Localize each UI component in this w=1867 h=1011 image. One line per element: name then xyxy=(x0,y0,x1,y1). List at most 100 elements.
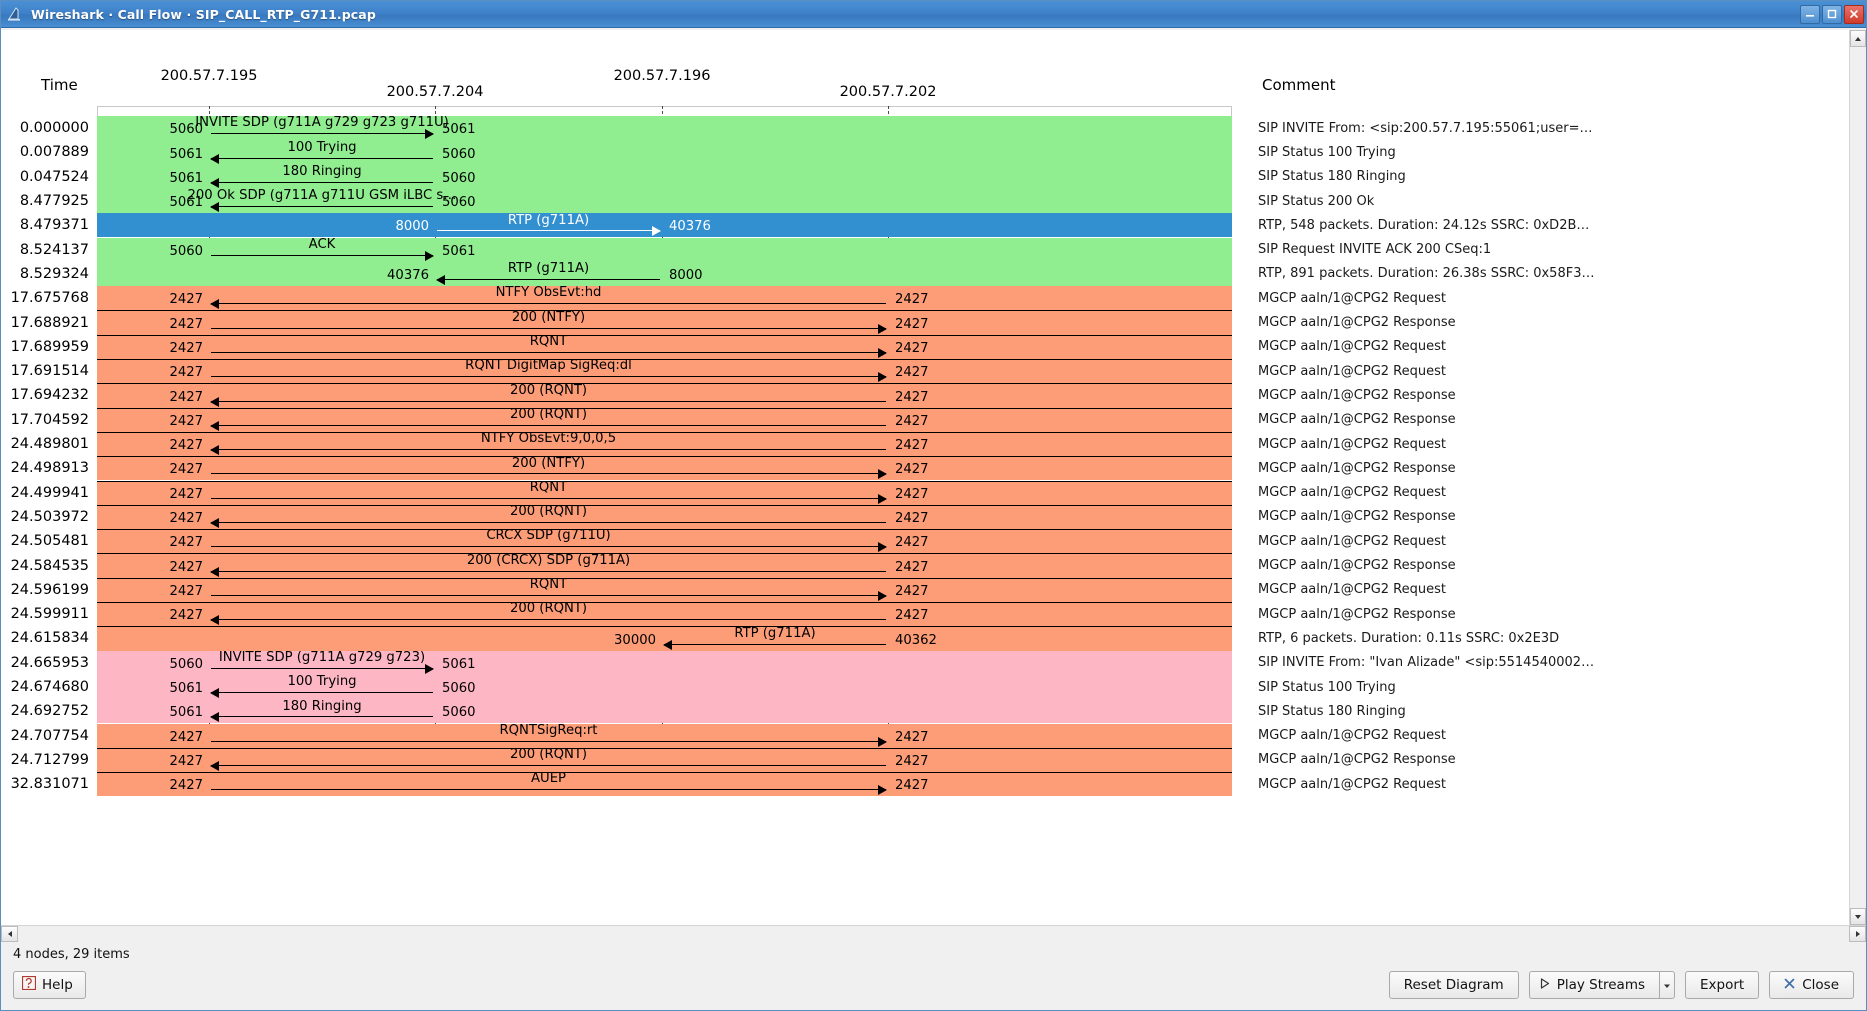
row-separator xyxy=(97,747,1232,749)
dst-port: 8000 xyxy=(669,268,703,284)
message-arrow-line xyxy=(211,206,433,208)
table-row[interactable]: 0.047524 SIP Status 180 Ringing 180 Ringin… xyxy=(1,163,1849,189)
message-arrow-head xyxy=(878,372,887,383)
table-row[interactable]: 17.689959 MGCP aaln/1@CPG2 Request RQNT 242… xyxy=(1,334,1849,359)
row-separator xyxy=(97,407,1232,409)
close-button[interactable]: Close xyxy=(1769,971,1854,999)
message-label: NTFY ObsEvt:hd xyxy=(495,285,602,301)
row-band xyxy=(97,456,1232,481)
message-arrow-line xyxy=(211,303,886,305)
table-row[interactable]: 8.479371 RTP, 548 packets. Duration: 24.1… xyxy=(1,213,1849,238)
message-arrow-head xyxy=(210,566,219,577)
table-row[interactable]: 24.505481 MGCP aaln/1@CPG2 Request CRCX SD… xyxy=(1,528,1849,554)
message-arrow-head xyxy=(210,202,219,213)
table-row[interactable]: 24.599911 MGCP aaln/1@CPG2 Response 200 (R… xyxy=(1,601,1849,627)
table-row[interactable]: 24.674680 SIP Status 100 Trying 100 Trying… xyxy=(1,674,1849,700)
diagram-top-strip xyxy=(97,106,1232,116)
table-row[interactable]: 24.665953 SIP INVITE From: "Ivan Alizade"… xyxy=(1,650,1849,675)
dst-port: 2427 xyxy=(895,559,929,575)
horizontal-scrollbar[interactable] xyxy=(1,925,1866,942)
scroll-left-arrow-icon[interactable] xyxy=(1,926,18,942)
message-arrow-line xyxy=(211,157,433,159)
table-row[interactable]: 8.477925 SIP Status 200 Ok 200 Ok SDP (g71… xyxy=(1,188,1849,214)
dst-port: 40362 xyxy=(895,632,937,648)
close-window-button[interactable] xyxy=(1844,4,1864,24)
message-label: 200 (RQNT) xyxy=(509,747,588,763)
message-arrow-line xyxy=(211,716,433,718)
message-arrow-line xyxy=(211,692,433,694)
vertical-scrollbar[interactable] xyxy=(1849,30,1866,925)
row-time: 0.007889 xyxy=(1,140,93,165)
table-row[interactable]: 17.694232 MGCP aaln/1@CPG2 Response 200 (R… xyxy=(1,382,1849,408)
row-band xyxy=(97,529,1232,554)
table-row[interactable]: 24.489801 MGCP aaln/1@CPG2 Request NTFY Ob… xyxy=(1,431,1849,457)
table-row[interactable]: 24.584535 MGCP aaln/1@CPG2 Response 200 (C… xyxy=(1,553,1849,578)
row-time: 17.704592 xyxy=(1,407,93,432)
message-arrow-head xyxy=(878,736,887,747)
scroll-up-arrow-icon[interactable] xyxy=(1850,30,1866,47)
row-comment: MGCP aaln/1@CPG2 Response xyxy=(1254,383,1839,408)
table-row[interactable]: 32.831071 MGCP aaln/1@CPG2 Request AUEP 242… xyxy=(1,771,1849,797)
message-arrow-head xyxy=(652,226,661,237)
src-port: 2427 xyxy=(169,583,203,599)
close-button-label: Close xyxy=(1802,977,1839,993)
table-row[interactable]: 24.712799 MGCP aaln/1@CPG2 Response 200 (R… xyxy=(1,747,1849,773)
table-row[interactable]: 17.688921 MGCP aaln/1@CPG2 Response 200 (N… xyxy=(1,310,1849,335)
src-port: 5060 xyxy=(169,656,203,672)
message-label: NTFY ObsEvt:9,0,0,5 xyxy=(480,431,617,447)
message-arrow-head xyxy=(210,761,219,772)
message-label: 200 (RQNT) xyxy=(509,382,588,398)
table-row[interactable]: 8.529324 RTP, 891 packets. Duration: 26.3… xyxy=(1,261,1849,287)
row-comment: SIP Status 100 Trying xyxy=(1254,674,1839,700)
play-streams-dropdown-button[interactable] xyxy=(1659,971,1676,999)
minimize-button[interactable] xyxy=(1800,4,1820,24)
diagram-area: Time Comment 200.57.7.195 200.57.7.204 200… xyxy=(1,30,1866,925)
table-row[interactable]: 24.692752 SIP Status 180 Ringing 180 Ringi… xyxy=(1,698,1849,724)
horizontal-scroll-track[interactable] xyxy=(18,926,1849,942)
src-port: 40376 xyxy=(387,268,429,284)
row-comment: MGCP aaln/1@CPG2 Request xyxy=(1254,772,1839,797)
message-arrow-line xyxy=(211,546,886,548)
message-label: 180 Ringing xyxy=(282,163,362,179)
row-time: 24.596199 xyxy=(1,577,93,602)
table-row[interactable]: 0.007889 SIP Status 100 Trying 100 Trying 5… xyxy=(1,140,1849,165)
message-label: RTP (g711A) xyxy=(507,261,590,277)
maximize-button[interactable] xyxy=(1822,4,1842,24)
table-row[interactable]: 24.707754 MGCP aaln/1@CPG2 Request RQNTSig… xyxy=(1,723,1849,748)
row-time: 17.689959 xyxy=(1,334,93,359)
help-button[interactable]: Help xyxy=(13,971,86,999)
vertical-scroll-thumb[interactable] xyxy=(1850,47,1866,908)
row-separator xyxy=(97,334,1232,336)
row-time: 24.489801 xyxy=(1,431,93,457)
src-port: 5061 xyxy=(169,681,203,697)
table-row[interactable]: 17.704592 MGCP aaln/1@CPG2 Response 200 (R… xyxy=(1,407,1849,432)
export-button[interactable]: Export xyxy=(1685,971,1760,999)
table-row[interactable]: 0.000000 SIP INVITE From: <sip:200.57.7.1… xyxy=(1,115,1849,141)
message-arrow-line xyxy=(211,570,886,572)
call-flow-diagram[interactable]: Time Comment 200.57.7.195 200.57.7.204 200… xyxy=(1,30,1849,925)
row-band xyxy=(97,577,1232,602)
row-band xyxy=(97,286,1232,311)
table-row[interactable]: 24.503972 MGCP aaln/1@CPG2 Response 200 (R… xyxy=(1,504,1849,530)
scroll-down-arrow-icon[interactable] xyxy=(1850,908,1866,925)
scroll-right-arrow-icon[interactable] xyxy=(1849,926,1866,942)
row-time: 17.691514 xyxy=(1,359,93,384)
table-row[interactable]: 24.596199 MGCP aaln/1@CPG2 Request RQNT 242… xyxy=(1,577,1849,602)
row-comment: MGCP aaln/1@CPG2 Request xyxy=(1254,480,1839,505)
reset-diagram-button[interactable]: Reset Diagram xyxy=(1388,971,1519,999)
table-row[interactable]: 17.691514 MGCP aaln/1@CPG2 Request RQNT Di… xyxy=(1,358,1849,384)
message-arrow-head xyxy=(425,663,434,674)
play-streams-button[interactable]: Play Streams xyxy=(1528,971,1660,999)
row-time: 0.000000 xyxy=(1,116,93,141)
message-label: 180 Ringing xyxy=(282,698,362,714)
row-band xyxy=(97,480,1232,505)
table-row[interactable]: 8.524137 SIP Request INVITE ACK 200 CSeq:… xyxy=(1,237,1849,262)
table-row[interactable]: 17.675768 MGCP aaln/1@CPG2 Request NTFY Ob… xyxy=(1,285,1849,311)
dst-port: 40376 xyxy=(669,219,711,235)
table-row[interactable]: 24.498913 MGCP aaln/1@CPG2 Response 200 (N… xyxy=(1,456,1849,481)
dst-port: 5060 xyxy=(442,705,476,721)
table-row[interactable]: 24.499941 MGCP aaln/1@CPG2 Request RQNT 242… xyxy=(1,480,1849,505)
dst-port: 2427 xyxy=(895,583,929,599)
table-row[interactable]: 24.615834 RTP, 6 packets. Duration: 0.11s… xyxy=(1,626,1849,651)
dst-port: 2427 xyxy=(895,778,929,794)
